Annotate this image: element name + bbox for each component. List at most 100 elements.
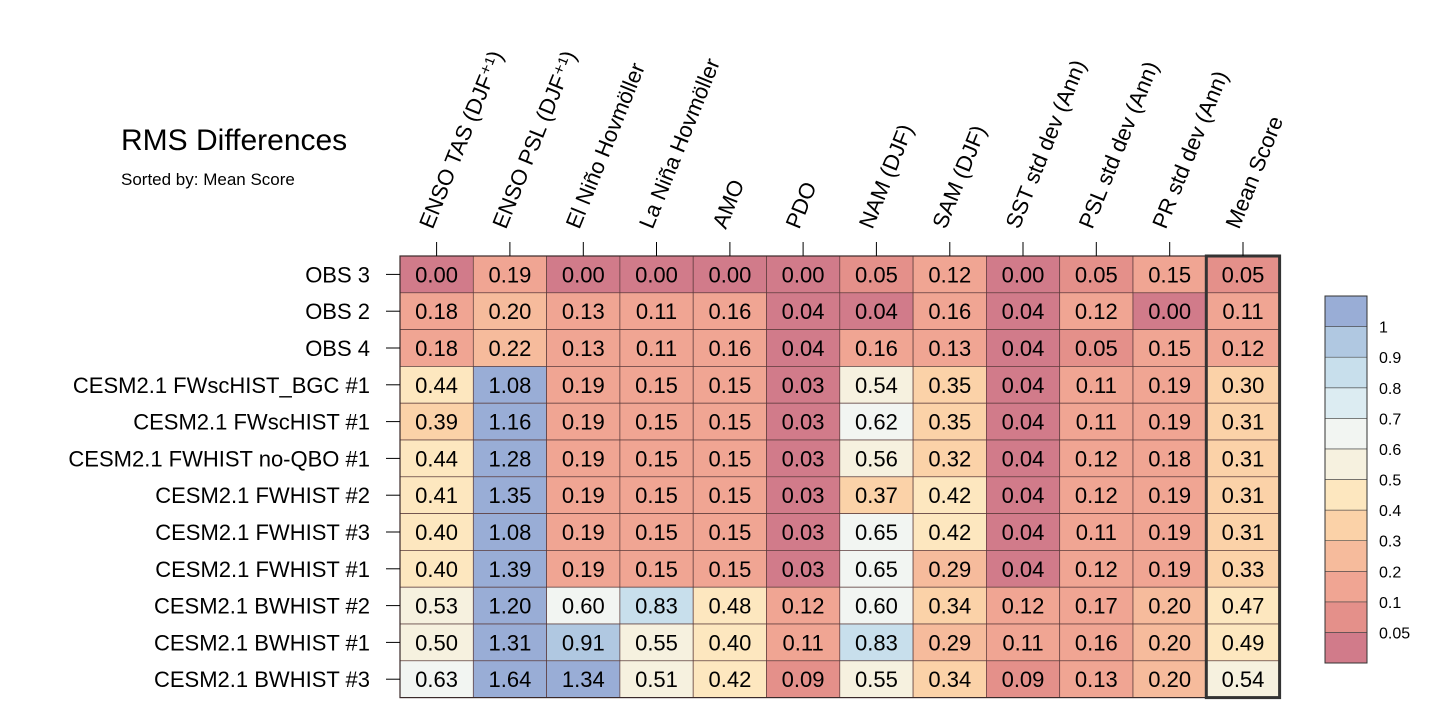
cell-value-label: 0.16	[855, 336, 898, 361]
cell-value-label: 0.83	[855, 630, 898, 655]
cell-value-label: 0.29	[928, 557, 971, 582]
colorbar-tick-label: 1	[1379, 320, 1388, 337]
heatmap-cell	[619, 586, 694, 625]
heatmap-cell	[912, 439, 987, 478]
heatmap-cell	[839, 439, 914, 478]
cell-value-label: 0.15	[1148, 262, 1191, 287]
cell-value-label: 0.13	[1075, 667, 1118, 692]
heatmap-cell	[399, 439, 474, 478]
row-label: CESM2.1 FWHIST #3	[155, 520, 370, 545]
cell-value-label: 1.16	[488, 410, 531, 435]
cell-value-label: 0.04	[1002, 483, 1045, 508]
heatmap-cell	[692, 329, 767, 367]
row-label: CESM2.1 BWHIST #1	[154, 630, 370, 655]
cell-value-label: 0.11	[1076, 520, 1117, 545]
heatmap-cell	[1205, 329, 1280, 367]
heatmap-cell	[619, 513, 694, 551]
cell-value-label: 0.13	[928, 336, 971, 361]
colorbar-swatch	[1324, 570, 1368, 603]
heatmap-cell	[399, 513, 474, 551]
heatmap-cell	[912, 476, 987, 514]
heatmap-cell	[1059, 292, 1134, 330]
cell-value-label: 0.60	[562, 594, 605, 619]
cell-value-label: 0.50	[415, 630, 458, 655]
colorbar-swatch	[1324, 479, 1368, 511]
heatmap-value-labels: 0.00 0.19 0.00 0.00 0.00 0.00 0.05 0.12 0.00 0.05…	[415, 262, 1264, 692]
colorbar-tick-label: 0.4	[1379, 503, 1401, 520]
cell-value-label: 0.05	[1222, 262, 1265, 287]
heatmap-cell	[399, 586, 474, 625]
heatmap-cell	[1132, 366, 1207, 404]
cell-value-label: 0.18	[415, 299, 458, 324]
cell-value-label: 0.12	[928, 262, 971, 287]
row-label: CESM2.1 FWscHIST_BGC #1	[73, 373, 370, 398]
cell-value-label: 0.54	[855, 373, 898, 398]
cell-value-label: 0.11	[1076, 410, 1117, 435]
heatmap-cell	[1132, 476, 1207, 514]
heatmap-cell	[619, 402, 694, 441]
cell-value-label: 0.34	[928, 594, 971, 619]
cell-value-label: 0.00	[562, 262, 605, 287]
cell-value-label: 0.49	[1222, 630, 1265, 655]
cell-value-label: 1.08	[488, 373, 531, 398]
heatmap-cell	[986, 255, 1061, 294]
heatmap-cell	[766, 402, 841, 441]
cell-value-label: 0.15	[708, 483, 751, 508]
heatmap-cell	[619, 439, 694, 478]
row-label: OBS 3	[305, 262, 370, 287]
cell-value-label: 0.03	[782, 483, 825, 508]
cell-value-label: 0.33	[1222, 557, 1265, 582]
heatmap-cells	[399, 255, 1280, 698]
cell-value-label: 0.09	[1002, 667, 1045, 692]
cell-value-label: 0.03	[782, 446, 825, 471]
cell-value-label: 0.40	[708, 630, 751, 655]
cell-value-label: 0.05	[1075, 336, 1118, 361]
heatmap-cell	[839, 476, 914, 514]
cell-value-label: 0.44	[415, 373, 458, 398]
cell-value-label: 0.31	[1222, 483, 1265, 508]
column-label: NAM (DJF)	[854, 121, 918, 232]
cell-value-label: 0.00	[415, 262, 458, 287]
cell-value-label: 0.20	[488, 299, 531, 324]
heatmap-cell	[766, 550, 841, 588]
cell-value-label: 0.22	[488, 336, 531, 361]
heatmap-cell	[1132, 329, 1207, 367]
heatmap-cell	[546, 402, 621, 441]
heatmap-cell	[986, 550, 1061, 588]
cell-value-label: 0.11	[1222, 299, 1263, 324]
cell-value-label: 0.20	[1148, 630, 1191, 655]
heatmap-cell	[1132, 292, 1207, 330]
heatmap-cell	[692, 586, 767, 625]
row-label: CESM2.1 FWscHIST #1	[133, 410, 370, 435]
heatmap-cell	[766, 292, 841, 330]
cell-value-label: 0.31	[1222, 520, 1265, 545]
heatmap-cell	[839, 586, 914, 625]
cell-value-label: 0.15	[635, 373, 678, 398]
cell-value-label: 0.65	[855, 557, 898, 582]
heatmap-cell	[546, 550, 621, 588]
heatmap-cell	[1059, 476, 1134, 514]
cell-value-label: 0.91	[562, 630, 605, 655]
cell-value-label: 0.37	[855, 483, 898, 508]
cell-value-label: 0.11	[783, 630, 824, 655]
cell-value-label: 0.63	[415, 667, 458, 692]
heatmap-cell	[1205, 439, 1280, 478]
heatmap-cell	[692, 513, 767, 551]
heatmap-cell	[546, 513, 621, 551]
cell-value-label: 0.44	[415, 446, 458, 471]
cell-value-label: 0.12	[1075, 483, 1118, 508]
cell-value-label: 0.15	[708, 373, 751, 398]
cell-value-label: 0.19	[562, 483, 605, 508]
cell-value-label: 0.56	[855, 446, 898, 471]
chart-subtitle: Sorted by: Mean Score	[121, 170, 295, 189]
cell-value-label: 0.11	[636, 336, 677, 361]
colorbar-tick-label: 0.1	[1379, 595, 1401, 612]
cell-value-label: 0.15	[635, 483, 678, 508]
cell-value-label: 0.15	[635, 557, 678, 582]
cell-value-label: 0.15	[635, 410, 678, 435]
cell-value-label: 0.20	[1148, 667, 1191, 692]
cell-value-label: 0.04	[1002, 373, 1045, 398]
colorbar-swatch	[1324, 601, 1368, 633]
heatmap-cell	[766, 623, 841, 662]
colorbar-tick-label: 0.8	[1379, 381, 1401, 398]
